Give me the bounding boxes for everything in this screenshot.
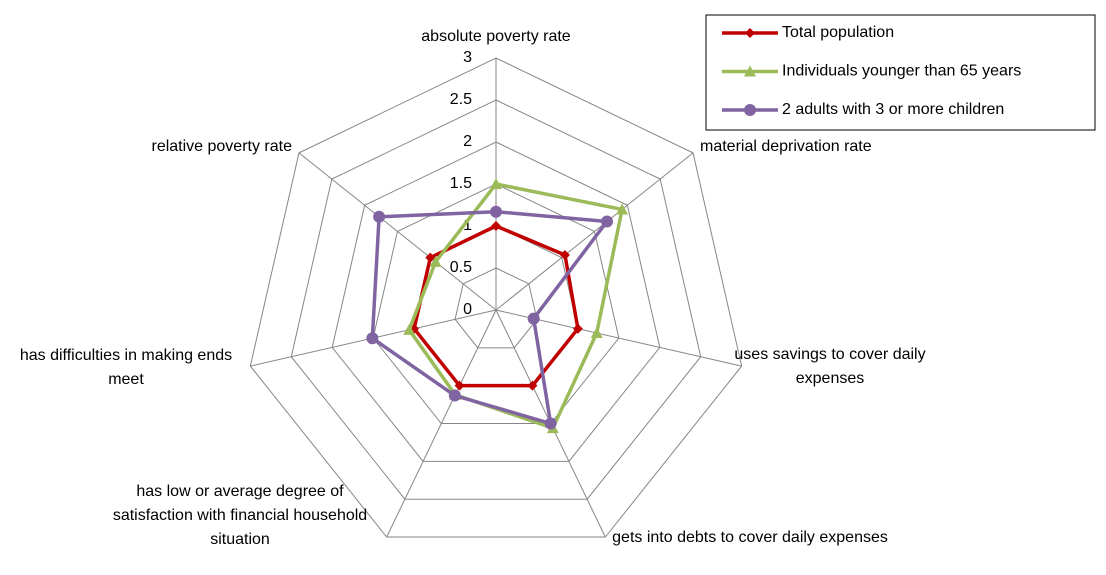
data-point (448, 389, 461, 402)
r-tick-label: 3 (463, 49, 472, 66)
category-label: has difficulties in making ends meet (19, 347, 233, 388)
data-point (403, 323, 416, 335)
data-point (616, 203, 629, 215)
axis-spoke (386, 309, 497, 538)
legend-label: Individuals younger than 65 years (782, 63, 1021, 80)
grid-line (372, 183, 620, 425)
legend-marker (744, 104, 756, 116)
category-label: gets into debts to cover daily expenses (612, 529, 888, 546)
r-tick-label: 2 (463, 133, 472, 150)
data-point (429, 255, 442, 267)
r-tick-label: 2.5 (450, 91, 472, 108)
data-point (490, 178, 502, 189)
category-label: absolute poverty rate (421, 28, 571, 45)
category-label: has low or average degree of satisfactio… (112, 483, 368, 548)
legend-marker (745, 28, 755, 38)
data-point (590, 326, 603, 338)
category-label: material deprivation rate (700, 138, 872, 155)
category-label: uses savings to cover daily expenses (734, 346, 926, 387)
data-point (491, 221, 501, 231)
data-point (366, 332, 379, 345)
grid-line (331, 141, 661, 462)
data-point (600, 215, 613, 228)
grid-line (249, 57, 743, 538)
series-line (370, 209, 609, 426)
data-point (559, 250, 570, 261)
r-tick-label: 1 (463, 217, 472, 234)
data-point (373, 210, 386, 223)
data-point (544, 417, 557, 430)
axis-spoke (298, 152, 497, 311)
legend-label: Total population (782, 24, 894, 41)
axis-spoke (495, 152, 694, 311)
legend-label: 2 adults with 3 or more children (782, 101, 1004, 118)
grid-line (454, 267, 538, 349)
r-tick-label: 0.5 (450, 259, 472, 276)
data-point (527, 380, 538, 391)
data-point (425, 252, 436, 263)
data-point (454, 380, 465, 391)
data-point (572, 323, 583, 334)
data-point (527, 312, 540, 325)
r-tick-label: 0 (463, 301, 472, 318)
data-point (490, 205, 502, 218)
legend-marker (744, 65, 756, 77)
series-line (412, 224, 580, 388)
r-tick-label: 1.5 (450, 175, 472, 192)
grid-line (290, 99, 702, 500)
category-label: relative poverty rate (151, 138, 292, 155)
